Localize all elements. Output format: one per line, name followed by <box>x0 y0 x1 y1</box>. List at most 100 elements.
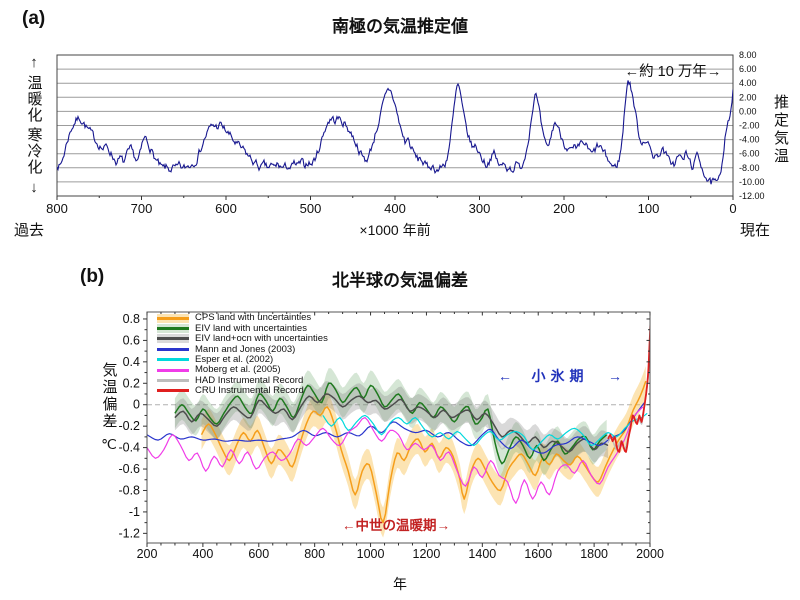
legend-swatch-6 <box>157 376 189 385</box>
y-tick-label: 0.8 <box>123 312 140 326</box>
legend-line <box>157 368 189 372</box>
y-tick-label: 2.00 <box>739 92 757 102</box>
legend-line <box>157 389 189 393</box>
y-tick-label: 0.00 <box>739 106 757 116</box>
x-tick-label: 100 <box>638 201 660 216</box>
y-tick-label: -0.6 <box>118 462 140 476</box>
panel-a-warm-cold-axis: ↑ 温暖化 寒冷化 ↓ <box>20 54 48 196</box>
y-tick-label: -4.00 <box>739 135 760 145</box>
legend-item: CPS land with uncertainties <box>157 313 328 323</box>
y-tick-label: -8.00 <box>739 163 760 173</box>
series-line-4 <box>322 412 648 451</box>
series-line-1 <box>174 382 608 465</box>
left-arrow-icon: ← <box>498 368 512 384</box>
x-tick-label: 0 <box>729 201 736 216</box>
panel-a-title: 南極の気温推定値 <box>332 17 468 36</box>
y-tick-label: 0.2 <box>123 376 140 390</box>
x-tick-label: 1000 <box>357 547 385 561</box>
y-tick-label: -6.00 <box>739 149 760 159</box>
celsius-unit-label: ℃ <box>101 436 117 452</box>
legend-line <box>157 347 189 351</box>
y-tick-label: -1 <box>129 505 140 519</box>
y-tick-label: -0.4 <box>118 441 140 455</box>
x-tick-label: 200 <box>553 201 575 216</box>
legend-item: EIV land with uncertainties <box>157 322 328 334</box>
legend-label: CPS land with uncertainties <box>195 312 312 324</box>
series-line-2 <box>174 393 609 453</box>
y-tick-label: -0.2 <box>118 419 140 433</box>
legend-label: HAD Instrumental Record <box>195 374 304 386</box>
y-tick-label: -10.00 <box>739 177 765 187</box>
down-arrow-icon: ↓ <box>30 179 38 196</box>
legend-swatch-0 <box>157 313 189 323</box>
x-tick-label: 1800 <box>580 547 608 561</box>
hundred-kyr-cycle-annotation: ←約 10 万年→ <box>624 64 722 80</box>
panel-b-y-axis-label: 気温偏差 ℃ <box>92 362 126 453</box>
present-label: 現在 <box>740 222 771 239</box>
series-line-antarctic <box>57 80 733 185</box>
y-tick-label: 4.00 <box>739 78 757 88</box>
x-tick-label: 500 <box>300 201 322 216</box>
legend-line <box>157 379 189 383</box>
legend-line <box>157 327 189 331</box>
nh-temperature-anomaly-chart: 200 400 600 800 1000 1200 1400 1600 1800 2000 0.8 0… <box>118 311 664 561</box>
medieval-warm-period-annotation: ←中世の温暖期→ <box>342 518 450 533</box>
x-tick-label: 400 <box>384 201 406 216</box>
up-arrow-icon: ↑ <box>30 54 38 71</box>
x-tick-label: 200 <box>137 547 158 561</box>
y-tick-label: -12.00 <box>739 191 765 201</box>
legend-swatch-4 <box>157 355 189 364</box>
y-tick-label: -0.8 <box>118 483 140 497</box>
legend-label: Mann and Jones (2003) <box>195 343 296 355</box>
x-tick-label: 1600 <box>524 547 552 561</box>
legend-item: HAD Instrumental Record <box>157 375 328 385</box>
legend-swatch-7 <box>157 386 189 395</box>
legend-item: Esper et al. (2002) <box>157 355 328 365</box>
past-label: 過去 <box>14 222 45 239</box>
panel-b-x-axis-label: 年 <box>393 576 407 592</box>
x-tick-label: 1400 <box>468 547 496 561</box>
legend-item: EIV land+ocn with uncertainties <box>157 334 328 344</box>
series-line-5 <box>147 406 644 504</box>
x-tick-label: 700 <box>131 201 153 216</box>
legend-item: CRU Instrumental Record <box>157 386 328 396</box>
legend-swatch-5 <box>157 366 189 375</box>
series-line-7 <box>607 312 650 453</box>
legend-label: Moberg et al. (2005) <box>195 364 281 376</box>
legend-label: Esper et al. (2002) <box>195 354 274 365</box>
uncertainty-band-1 <box>174 368 607 479</box>
y-tick-label: -1.2 <box>118 526 140 540</box>
y-tick-label: 0 <box>133 398 140 412</box>
cooling-label: 寒冷化 <box>25 127 43 175</box>
legend: CPS land with uncertainties EIV land with… <box>157 313 328 396</box>
x-tick-label: 600 <box>215 201 237 216</box>
x-tick-label: 1200 <box>413 547 441 561</box>
legend-item: Mann and Jones (2003) <box>157 344 328 354</box>
legend-swatch-2 <box>157 334 189 344</box>
legend-item: Moberg et al. (2005) <box>157 365 328 375</box>
right-arrow-icon: → <box>608 368 622 384</box>
panel-a-right-axis-label: 推定気温 <box>772 94 789 166</box>
legend-swatch-1 <box>157 324 189 334</box>
x-tick-label: 600 <box>248 547 269 561</box>
legend-label: CRU Instrumental Record <box>195 385 304 397</box>
legend-line <box>157 337 189 341</box>
y-tick-label: 0.4 <box>123 355 140 369</box>
x-tick-label: 400 <box>192 547 213 561</box>
little-ice-age-label: 小氷期 <box>531 368 589 384</box>
temperature-anomaly-label: 気温偏差 <box>100 362 118 430</box>
uncertainty-band-0 <box>201 366 646 538</box>
warming-label: 温暖化 <box>25 75 43 123</box>
panel-b-title: 北半球の気温偏差 <box>332 271 468 290</box>
x-tick-label: 800 <box>304 547 325 561</box>
y-tick-label: -2.00 <box>739 121 760 131</box>
y-tick-label: 0.6 <box>123 333 140 347</box>
y-tick-label: 6.00 <box>739 64 757 74</box>
antarctic-temperature-chart: 800 700 600 500 400 300 200 100 0 8.00 6.00 4.00 2.0… <box>46 50 765 216</box>
legend-line <box>157 358 189 362</box>
legend-label: EIV land with uncertainties <box>195 322 307 334</box>
y-tick-label: 8.00 <box>739 50 757 60</box>
legend-swatch-3 <box>157 345 189 354</box>
x-tick-label: 800 <box>46 201 68 216</box>
